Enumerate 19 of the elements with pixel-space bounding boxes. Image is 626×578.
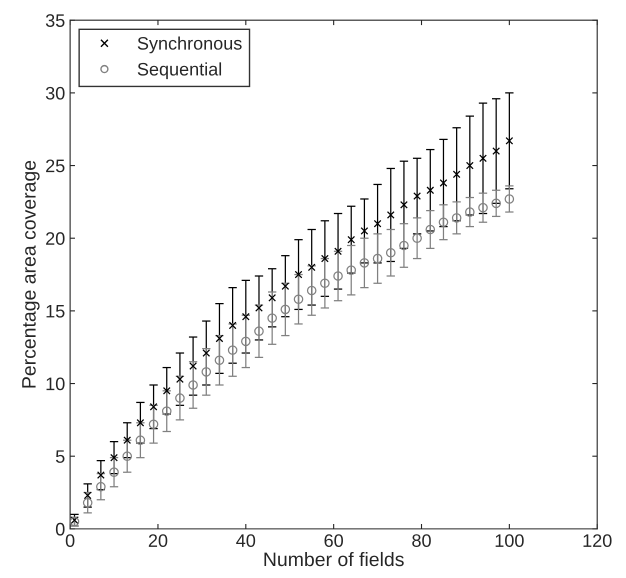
legend-label: Sequential (138, 62, 222, 80)
y-tick-label: 0 (56, 522, 65, 536)
y-tick-label: 15 (46, 305, 64, 318)
x-tick-label: 60 (324, 534, 343, 547)
y-tick-label: 10 (46, 377, 65, 390)
x-axis-title: Number of fields (264, 552, 404, 566)
y-tick-label: 25 (46, 159, 64, 172)
y-tick-label: 35 (46, 14, 64, 27)
x-tick-label: 0 (66, 534, 74, 547)
x-tick-label: 120 (584, 534, 612, 547)
y-tick-label: 30 (46, 86, 65, 100)
x-tick-label: 100 (496, 534, 524, 547)
x-tick-label: 80 (412, 534, 431, 547)
y-axis-title: Percentage area coverage (22, 160, 40, 388)
y-tick-label: 20 (46, 232, 65, 245)
x-tick-label: 40 (236, 534, 256, 547)
y-tick-label: 5 (56, 450, 64, 463)
x-tick-label: 20 (148, 534, 168, 547)
legend-label: Synchronous (138, 36, 242, 54)
